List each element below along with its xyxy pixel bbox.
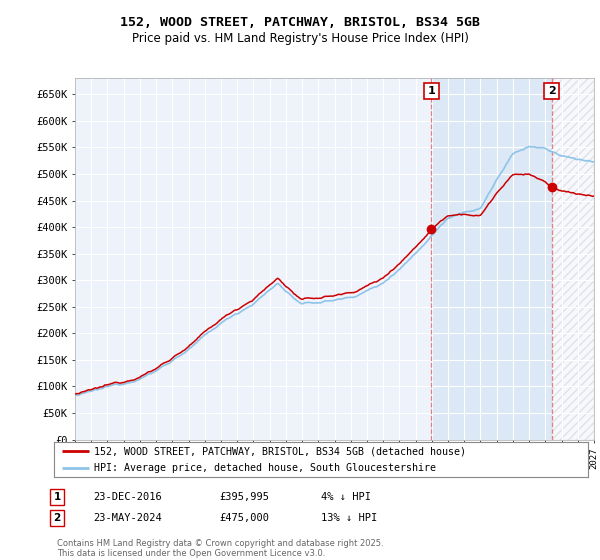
Text: 1: 1 — [427, 86, 435, 96]
Text: 23-DEC-2016: 23-DEC-2016 — [93, 492, 162, 502]
Text: 13% ↓ HPI: 13% ↓ HPI — [321, 513, 377, 523]
Text: £395,995: £395,995 — [219, 492, 269, 502]
Bar — [431, 78, 551, 440]
Text: 1: 1 — [53, 492, 61, 502]
Text: 2: 2 — [548, 86, 556, 96]
Text: 4% ↓ HPI: 4% ↓ HPI — [321, 492, 371, 502]
Text: 2: 2 — [53, 513, 61, 523]
Text: HPI: Average price, detached house, South Gloucestershire: HPI: Average price, detached house, Sout… — [94, 463, 436, 473]
Text: 152, WOOD STREET, PATCHWAY, BRISTOL, BS34 5GB: 152, WOOD STREET, PATCHWAY, BRISTOL, BS3… — [120, 16, 480, 29]
Text: 152, WOOD STREET, PATCHWAY, BRISTOL, BS34 5GB (detached house): 152, WOOD STREET, PATCHWAY, BRISTOL, BS3… — [94, 446, 466, 456]
Text: 23-MAY-2024: 23-MAY-2024 — [93, 513, 162, 523]
Text: Price paid vs. HM Land Registry's House Price Index (HPI): Price paid vs. HM Land Registry's House … — [131, 32, 469, 45]
Bar — [551, 78, 594, 440]
Text: Contains HM Land Registry data © Crown copyright and database right 2025.
This d: Contains HM Land Registry data © Crown c… — [57, 539, 383, 558]
Text: £475,000: £475,000 — [219, 513, 269, 523]
